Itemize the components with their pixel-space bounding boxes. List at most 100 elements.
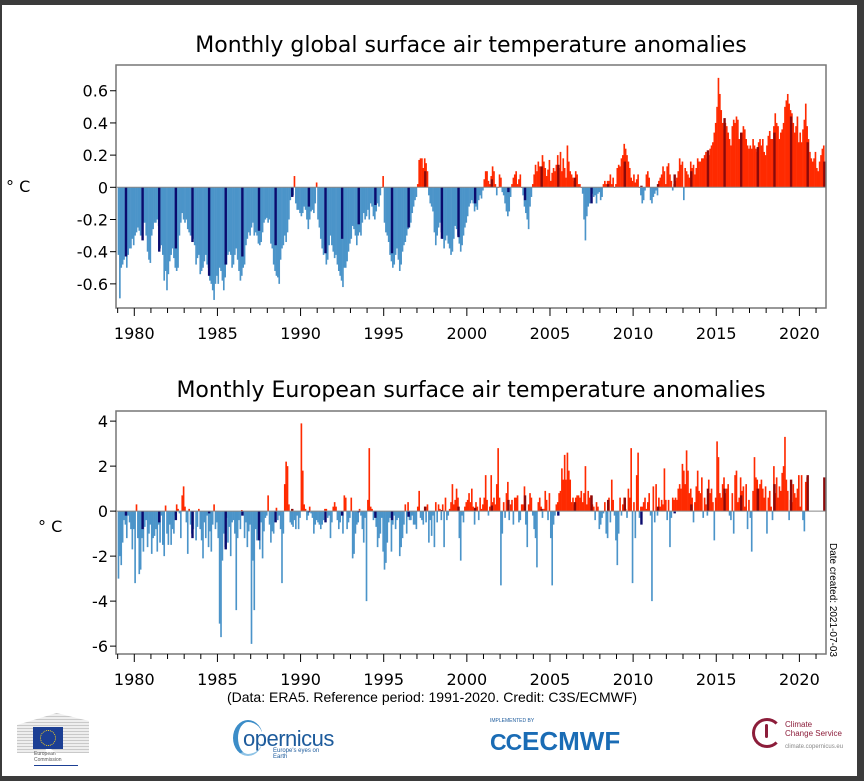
europe-monthly-bar (586, 504, 588, 512)
europe-monthly-bar (530, 497, 533, 512)
global-monthly-bar (793, 132, 796, 188)
global-monthly-bar (285, 187, 287, 243)
europe-monthly-bar (799, 506, 802, 512)
europe-monthly-bar (763, 497, 766, 512)
global-monthly-bar (171, 187, 174, 249)
europe-monthly-bar (800, 475, 803, 512)
europe-monthly-bar (415, 511, 418, 530)
europe-annual-bar (557, 511, 560, 516)
europe-monthly-bar (468, 493, 470, 512)
europe-monthly-bar (325, 508, 328, 512)
global-monthly-bar (379, 187, 382, 196)
europe-monthly-bar (451, 484, 454, 512)
europe-monthly-bar (398, 511, 401, 557)
europe-monthly-bar (362, 511, 365, 543)
global-monthly-bar (597, 187, 599, 194)
global-monthly-bar (579, 184, 581, 188)
global-monthly-bar (810, 158, 813, 188)
europe-monthly-bar (490, 475, 493, 512)
global-monthly-bar (592, 187, 595, 197)
global-monthly-bar (249, 187, 251, 236)
global-monthly-bar (719, 93, 721, 188)
global-monthly-bar (354, 187, 357, 236)
europe-monthly-bar (803, 511, 806, 532)
global-monthly-bar (680, 164, 682, 188)
global-monthly-bar (656, 187, 659, 196)
europe-monthly-bar (648, 493, 650, 512)
global-monthly-bar (137, 187, 139, 228)
global-monthly-bar (717, 77, 720, 188)
europe-monthly-bar (680, 488, 682, 512)
europe-monthly-bar (673, 499, 675, 512)
global-y-tick-label: 0 (98, 178, 108, 197)
europe-monthly-bar (385, 511, 387, 563)
europe-x-tick-label: 1985 (197, 670, 238, 689)
europe-monthly-bar (753, 457, 756, 512)
global-annual-bar (789, 116, 793, 188)
europe-monthly-bar (497, 448, 499, 512)
europe-monthly-bar (755, 477, 757, 512)
global-monthly-bar (551, 172, 554, 188)
europe-monthly-bar (246, 511, 249, 548)
global-monthly-bar (609, 174, 612, 188)
global-bars (117, 77, 826, 300)
europe-monthly-bar (457, 497, 459, 512)
global-monthly-bar (565, 177, 567, 188)
europe-monthly-bar (455, 488, 458, 512)
global-monthly-bar (385, 187, 387, 233)
europe-monthly-bar (426, 504, 429, 512)
global-monthly-bar (795, 126, 797, 188)
europe-x-tick-label: 2005 (530, 670, 571, 689)
europe-monthly-bar (135, 504, 138, 512)
global-monthly-bar (297, 187, 300, 210)
europe-monthly-bar (403, 511, 405, 525)
global-monthly-bar (296, 187, 299, 210)
global-monthly-bar (353, 187, 355, 230)
global-monthly-bar (566, 145, 569, 188)
europe-monthly-bar (328, 511, 330, 516)
europe-x-tick-label: 1995 (363, 670, 404, 689)
global-x-tick-label: 1985 (197, 324, 238, 343)
europe-monthly-bar (167, 511, 170, 545)
europe-x-tick-label: 2020 (779, 670, 820, 689)
europe-monthly-bar (508, 511, 511, 521)
europe-monthly-bar (428, 511, 430, 543)
global-monthly-bar (526, 187, 529, 220)
global-monthly-bar (681, 161, 684, 188)
global-monthly-bar (792, 122, 795, 188)
global-monthly-bar (146, 187, 149, 252)
global-monthly-bar (204, 187, 207, 255)
global-monthly-bar (364, 187, 366, 220)
europe-monthly-bar (127, 511, 129, 516)
global-monthly-bar (687, 174, 689, 188)
global-monthly-bar (246, 187, 249, 239)
global-monthly-bar (610, 184, 613, 188)
europe-monthly-bar (701, 477, 703, 512)
global-monthly-bar (270, 187, 272, 244)
global-monthly-bar (277, 187, 279, 278)
europe-annual-bar (540, 508, 543, 512)
europe-monthly-bar (525, 511, 527, 525)
europe-monthly-bar (231, 511, 233, 523)
global-monthly-bar (652, 187, 655, 197)
europe-monthly-bar (369, 506, 372, 512)
global-annual-bar (124, 187, 128, 257)
global-monthly-bar (576, 174, 578, 188)
global-monthly-bar (677, 171, 680, 188)
global-monthly-bar (728, 139, 731, 188)
europe-monthly-bar (389, 511, 391, 518)
europe-monthly-bar (307, 511, 310, 516)
europe-monthly-bar (339, 511, 341, 523)
global-monthly-bar (768, 130, 771, 188)
implemented-by-label: IMPLEMENTED BY (490, 718, 535, 724)
europe-monthly-bar (163, 511, 166, 557)
europe-monthly-bar (710, 488, 713, 512)
global-monthly-bar (480, 187, 483, 199)
europe-monthly-bar (253, 511, 256, 611)
europe-monthly-bar (444, 497, 447, 512)
global-monthly-bar (602, 184, 605, 188)
europe-monthly-bar (802, 511, 804, 521)
global-monthly-bar (433, 187, 436, 233)
europe-monthly-bar (559, 490, 562, 512)
copernicus-tagline: Europe's eyes on Earth (273, 748, 320, 760)
